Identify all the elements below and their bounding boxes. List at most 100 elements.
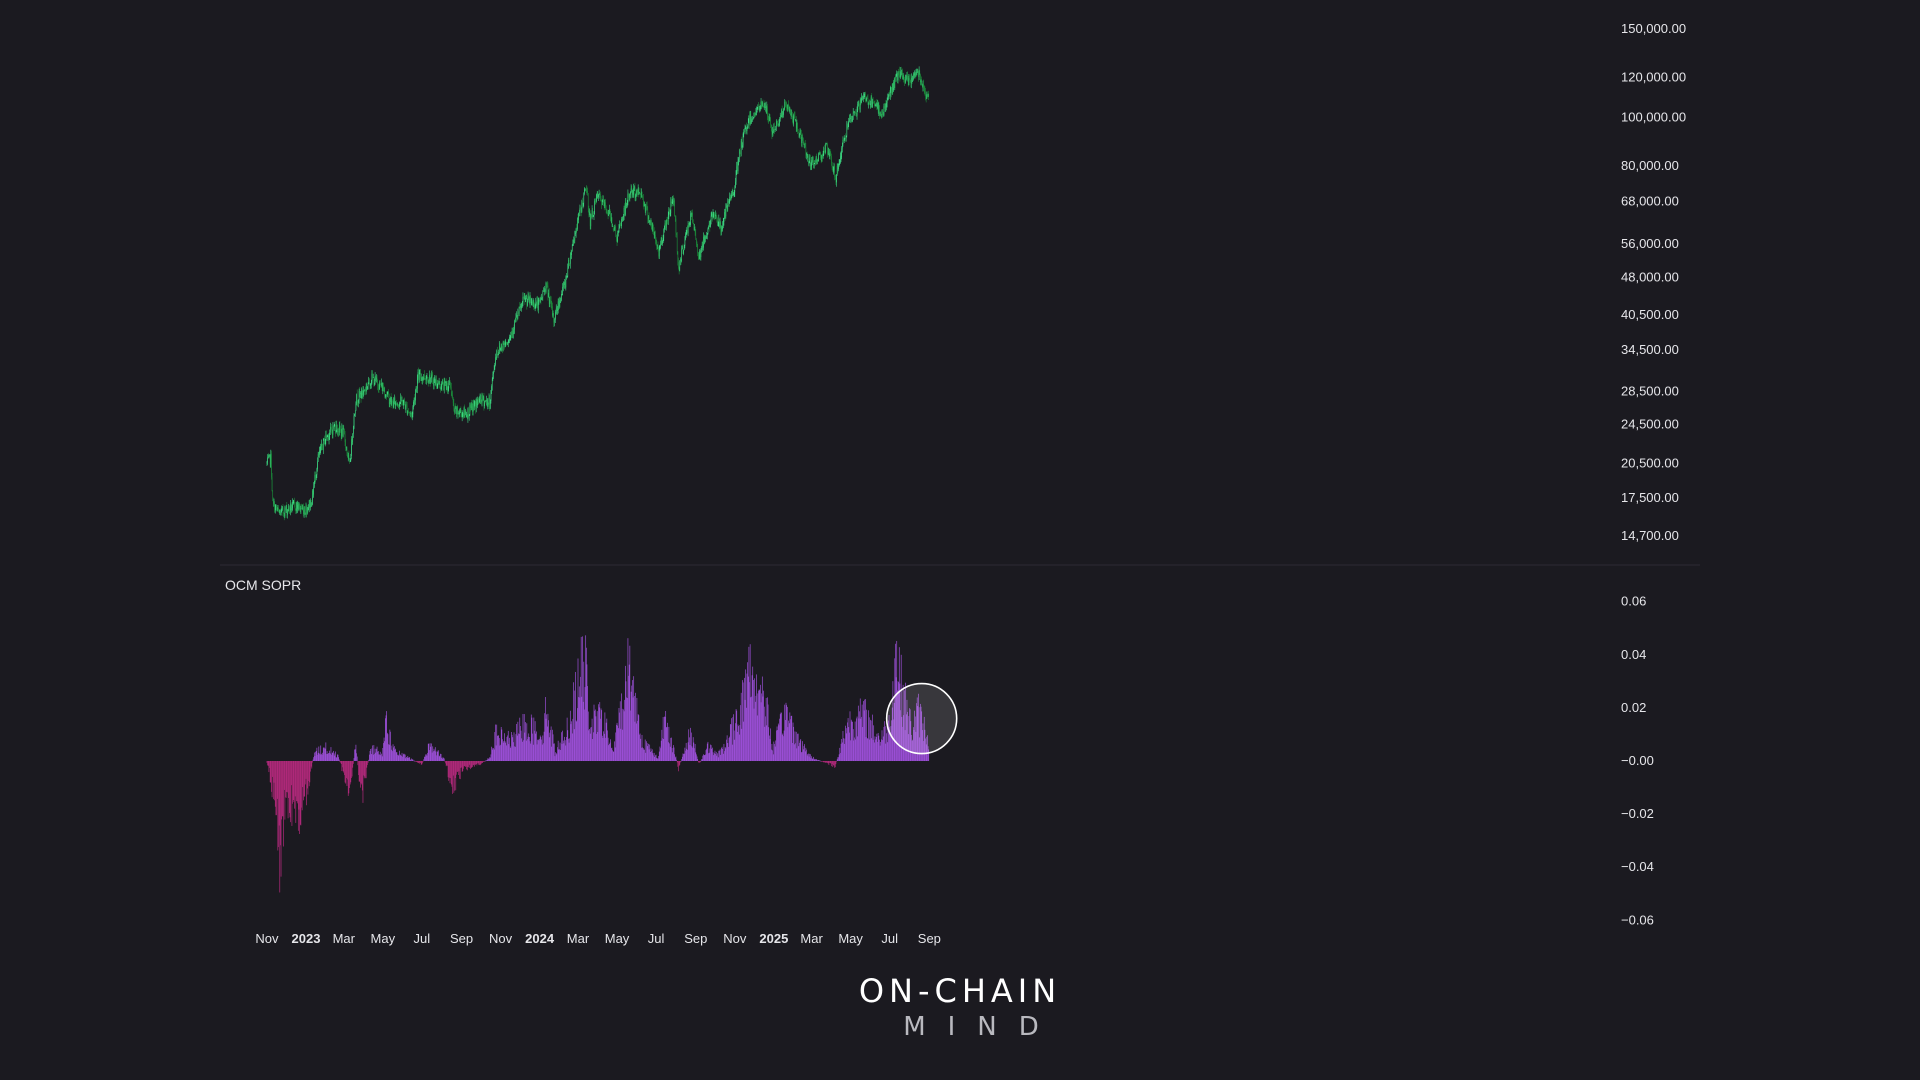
sopr-bar — [445, 761, 447, 767]
sopr-bar — [386, 732, 388, 761]
price-candle — [318, 451, 320, 458]
sopr-bar — [417, 761, 419, 763]
sopr-bar — [527, 736, 529, 761]
price-candle — [288, 503, 290, 512]
price-candle — [385, 394, 387, 398]
price-candle — [794, 111, 796, 121]
sopr-bar — [321, 754, 323, 761]
sopr-bar — [668, 726, 670, 761]
sopr-bar — [916, 703, 917, 761]
sopr-bar — [576, 721, 578, 761]
sopr-bar — [521, 738, 523, 761]
sopr-bar — [520, 730, 522, 761]
sopr-bar — [872, 714, 873, 761]
sopr-bar — [881, 739, 882, 761]
price-candle — [699, 249, 700, 260]
sopr-bar — [420, 761, 421, 764]
sopr-bar — [648, 749, 650, 761]
sopr-bar — [921, 711, 923, 761]
sopr-bar — [500, 744, 501, 761]
price-candle — [824, 150, 826, 156]
price-candle — [760, 98, 762, 110]
price-candle — [643, 200, 645, 210]
price-candle — [708, 225, 709, 230]
price-candle — [594, 198, 596, 205]
sopr-bar — [707, 741, 709, 761]
price-candle — [367, 386, 368, 391]
price-candle — [333, 425, 334, 430]
price-candle — [509, 334, 510, 344]
sopr-bar — [623, 709, 624, 761]
sopr-bar — [396, 752, 398, 761]
price-candle — [891, 83, 893, 95]
price-candle — [388, 389, 389, 399]
price-candle — [305, 512, 306, 515]
sopr-bar — [537, 739, 539, 761]
price-candle — [407, 410, 409, 416]
price-candle — [909, 74, 911, 83]
sopr-bar — [634, 721, 636, 761]
sopr-bar — [752, 666, 754, 761]
price-candle — [308, 504, 309, 511]
sopr-bar — [856, 716, 858, 761]
price-candle — [317, 457, 318, 472]
sopr-bar — [536, 731, 537, 761]
price-candle — [527, 298, 528, 307]
price-candle — [440, 386, 441, 393]
sopr-bar — [423, 759, 425, 761]
sopr-bar — [271, 761, 273, 798]
sopr-bar — [387, 734, 389, 761]
sopr-bar — [292, 761, 294, 801]
sopr-bar — [895, 677, 897, 761]
price-candle — [361, 387, 362, 399]
price-candle — [879, 111, 881, 117]
price-candle — [399, 401, 400, 410]
sopr-bar — [506, 736, 508, 761]
sopr-bar — [385, 715, 387, 761]
sopr-bar — [624, 699, 626, 761]
sopr-bar — [347, 761, 349, 796]
sopr-bar — [798, 746, 800, 761]
price-candle — [377, 379, 378, 391]
sopr-bar — [686, 748, 688, 761]
price-candle — [522, 301, 523, 308]
price-candle — [483, 392, 485, 411]
price-candle — [818, 152, 819, 162]
price-candle — [900, 66, 902, 78]
price-candle — [739, 148, 741, 154]
price-candle — [290, 499, 291, 516]
sopr-bar — [887, 742, 889, 761]
price-candle — [599, 193, 601, 196]
sopr-bar — [697, 758, 699, 761]
sopr-bar — [907, 734, 909, 761]
price-candle — [374, 378, 375, 387]
price-candle — [586, 185, 587, 194]
price-candle — [748, 115, 750, 124]
sopr-bar — [697, 761, 699, 762]
price-candle — [497, 346, 498, 357]
sopr-bar — [342, 761, 343, 768]
sopr-bar — [454, 761, 456, 779]
price-candle — [856, 112, 857, 118]
sopr-bar — [564, 736, 565, 761]
price-candle — [550, 296, 552, 309]
price-candle — [810, 162, 812, 171]
price-candle — [903, 74, 905, 83]
sopr-bar — [372, 754, 374, 761]
sopr-bar — [290, 761, 292, 786]
sopr-bar — [619, 701, 621, 761]
price-candle — [555, 309, 556, 324]
price-candle — [624, 203, 626, 216]
price-candle — [892, 83, 894, 94]
sopr-bar — [699, 761, 700, 763]
sopr-bar — [470, 761, 471, 770]
price-candle — [801, 129, 802, 147]
price-candle — [730, 194, 731, 202]
price-candle — [580, 207, 582, 217]
sopr-bar — [605, 722, 607, 761]
price-candle — [849, 114, 850, 123]
sopr-bar — [726, 739, 727, 761]
sopr-bar — [911, 734, 912, 761]
price-candle — [779, 112, 781, 122]
sopr-bar — [719, 749, 721, 761]
